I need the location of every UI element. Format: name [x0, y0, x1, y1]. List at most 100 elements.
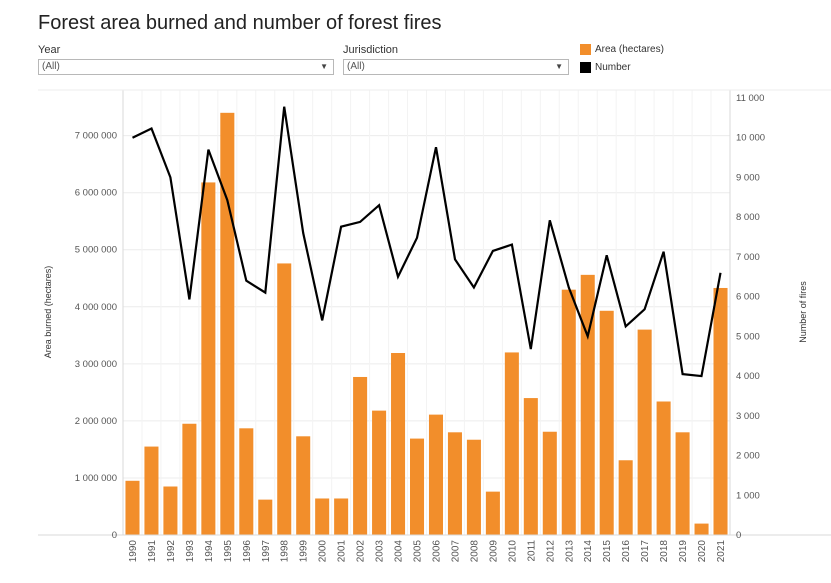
bar-2016[interactable] — [618, 460, 633, 535]
point-1995[interactable] — [224, 197, 230, 203]
bar-2019[interactable] — [675, 432, 690, 535]
bar-2004[interactable] — [391, 353, 406, 535]
number-line[interactable] — [132, 106, 722, 378]
x-tick-label: 1990 — [128, 540, 139, 563]
point-2014[interactable] — [585, 333, 591, 339]
bar-2014[interactable] — [580, 274, 595, 535]
point-2019[interactable] — [680, 371, 686, 377]
jurisdiction-filter-select[interactable]: (All) ▼ — [343, 59, 569, 75]
x-tick-label: 1997 — [261, 540, 272, 563]
y2-tick-label: 6 000 — [736, 292, 760, 303]
point-2016[interactable] — [623, 323, 629, 329]
point-2006[interactable] — [433, 144, 439, 150]
bar-2003[interactable] — [372, 410, 387, 535]
bar-2000[interactable] — [315, 498, 330, 535]
x-tick-label: 2015 — [602, 540, 613, 563]
bar-2017[interactable] — [637, 329, 652, 535]
bar-1990[interactable] — [125, 480, 140, 535]
y2-tick-label: 11 000 — [736, 93, 764, 104]
x-tick-label: 1996 — [242, 540, 253, 563]
point-1991[interactable] — [148, 126, 154, 132]
jurisdiction-filter-label: Jurisdiction — [343, 44, 399, 56]
bar-2018[interactable] — [656, 401, 671, 536]
bar-2021[interactable] — [713, 287, 728, 535]
point-1997[interactable] — [262, 290, 268, 296]
x-tick-label: 2020 — [697, 540, 708, 563]
y2-tick-label: 5 000 — [736, 331, 760, 342]
x-tick-label: 1999 — [299, 540, 310, 563]
bar-2006[interactable] — [428, 414, 444, 535]
bar-1997[interactable] — [258, 499, 273, 535]
point-2013[interactable] — [566, 284, 572, 290]
x-tick-label: 2009 — [488, 540, 499, 563]
y2-tick-label: 4 000 — [736, 371, 760, 382]
point-1996[interactable] — [243, 278, 249, 284]
bar-2012[interactable] — [542, 431, 557, 535]
right-axis-tick-labels: 0 1 000 2 000 3 000 4 000 5 000 6 000 7 000 8 00… — [736, 93, 765, 541]
y-tick-label: 4 000 000 — [75, 302, 117, 313]
bar-1996[interactable] — [239, 428, 254, 535]
point-2018[interactable] — [661, 249, 667, 255]
bar-1993[interactable] — [182, 423, 197, 535]
point-1993[interactable] — [186, 296, 192, 302]
x-tick-label: 2004 — [394, 540, 405, 563]
point-2002[interactable] — [357, 219, 363, 225]
point-2005[interactable] — [414, 235, 420, 241]
point-2008[interactable] — [471, 284, 477, 290]
bar-2007[interactable] — [447, 432, 462, 535]
right-axis-title: Number of fires — [798, 281, 808, 343]
bar-2005[interactable] — [409, 438, 425, 535]
point-2011[interactable] — [528, 346, 534, 352]
point-2012[interactable] — [547, 217, 553, 223]
point-1994[interactable] — [205, 147, 211, 153]
y2-tick-label: 2 000 — [736, 451, 760, 462]
point-2021[interactable] — [718, 270, 724, 276]
y-tick-label: 7 000 000 — [75, 131, 117, 142]
bar-1998[interactable] — [277, 263, 292, 535]
bar-1995[interactable] — [220, 112, 235, 536]
point-1998[interactable] — [281, 104, 287, 110]
x-tick-label: 1991 — [147, 540, 158, 563]
bar-1994[interactable] — [201, 182, 216, 535]
chevron-down-icon[interactable]: ▼ — [555, 62, 563, 71]
bar-2009[interactable] — [485, 491, 500, 535]
bar-2002[interactable] — [353, 376, 368, 535]
bar-1992[interactable] — [163, 486, 178, 535]
bar-2008[interactable] — [466, 439, 481, 535]
point-2020[interactable] — [699, 373, 705, 379]
x-tick-label: 2001 — [337, 540, 348, 563]
y2-tick-label: 8 000 — [736, 212, 760, 223]
x-tick-label: 1998 — [280, 540, 291, 563]
point-2017[interactable] — [642, 306, 648, 312]
chevron-down-icon[interactable]: ▼ — [320, 62, 328, 71]
point-2004[interactable] — [395, 274, 401, 280]
bar-2010[interactable] — [504, 352, 519, 535]
x-tick-label: 1994 — [204, 540, 215, 563]
point-2010[interactable] — [509, 242, 515, 248]
x-tick-label: 1993 — [185, 540, 196, 563]
x-tick-label: 2008 — [469, 540, 480, 563]
chart-title: Forest area burned and number of forest … — [38, 12, 442, 34]
bar-2001[interactable] — [334, 498, 349, 535]
bar-1999[interactable] — [296, 436, 311, 535]
point-1992[interactable] — [167, 174, 173, 180]
point-2000[interactable] — [319, 317, 325, 323]
x-tick-label: 1992 — [166, 540, 177, 563]
point-2001[interactable] — [338, 224, 344, 230]
x-tick-label: 2012 — [545, 540, 556, 563]
bar-2020[interactable] — [694, 523, 709, 535]
x-tick-label: 2013 — [564, 540, 575, 563]
point-1990[interactable] — [129, 135, 135, 141]
point-2009[interactable] — [490, 248, 496, 254]
bar-2013[interactable] — [561, 289, 576, 535]
point-2015[interactable] — [604, 252, 610, 258]
point-1999[interactable] — [300, 230, 306, 236]
point-2007[interactable] — [452, 256, 458, 262]
year-filter-select[interactable]: (All) ▼ — [38, 59, 334, 75]
bar-1991[interactable] — [144, 446, 159, 535]
bar-2015[interactable] — [599, 310, 614, 535]
bar-2011[interactable] — [523, 398, 538, 535]
point-2003[interactable] — [376, 202, 382, 208]
x-tick-label: 2003 — [375, 540, 386, 563]
